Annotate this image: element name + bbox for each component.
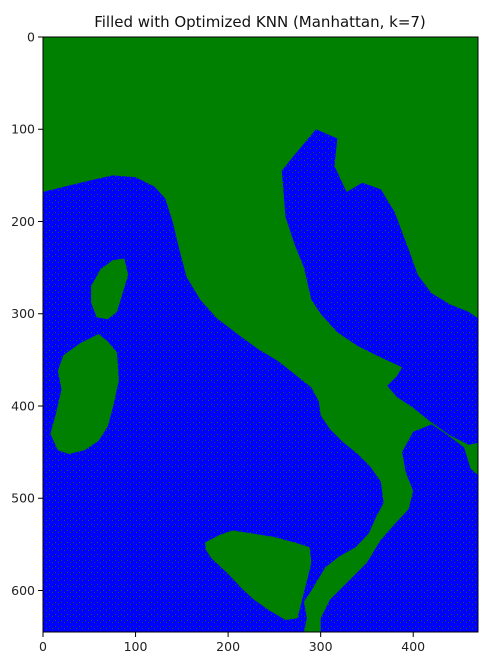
land-region-toe-and-ionian bbox=[320, 424, 478, 632]
y-tick-label: 200 bbox=[11, 214, 35, 229]
island-sardinia bbox=[50, 334, 119, 454]
island-sicily bbox=[205, 530, 312, 620]
x-axis: 0 100 200 300 400 bbox=[39, 632, 425, 654]
island-layer bbox=[50, 258, 312, 620]
x-tick-label: 0 bbox=[39, 639, 47, 654]
y-tick-label: 500 bbox=[11, 491, 35, 506]
x-tick-label: 400 bbox=[401, 639, 425, 654]
land-region-mainland-west bbox=[43, 175, 384, 632]
y-tick-label: 0 bbox=[27, 30, 35, 45]
y-tick-label: 600 bbox=[11, 583, 35, 598]
plot-frame bbox=[42, 36, 479, 633]
x-tick-label: 200 bbox=[216, 639, 240, 654]
y-axis: 0 100 200 300 400 500 600 bbox=[11, 30, 43, 598]
chart-title: Filled with Optimized KNN (Manhattan, k=… bbox=[94, 13, 426, 31]
y-tick-label: 100 bbox=[11, 122, 35, 137]
y-tick-label: 300 bbox=[11, 306, 35, 321]
land-region-adriatic-east bbox=[281, 129, 478, 445]
x-tick-label: 300 bbox=[309, 639, 333, 654]
island-corsica bbox=[91, 258, 129, 320]
x-tick-label: 100 bbox=[124, 639, 148, 654]
y-tick-label: 400 bbox=[11, 398, 35, 413]
land-layer bbox=[43, 129, 478, 632]
plot-area bbox=[43, 37, 478, 632]
